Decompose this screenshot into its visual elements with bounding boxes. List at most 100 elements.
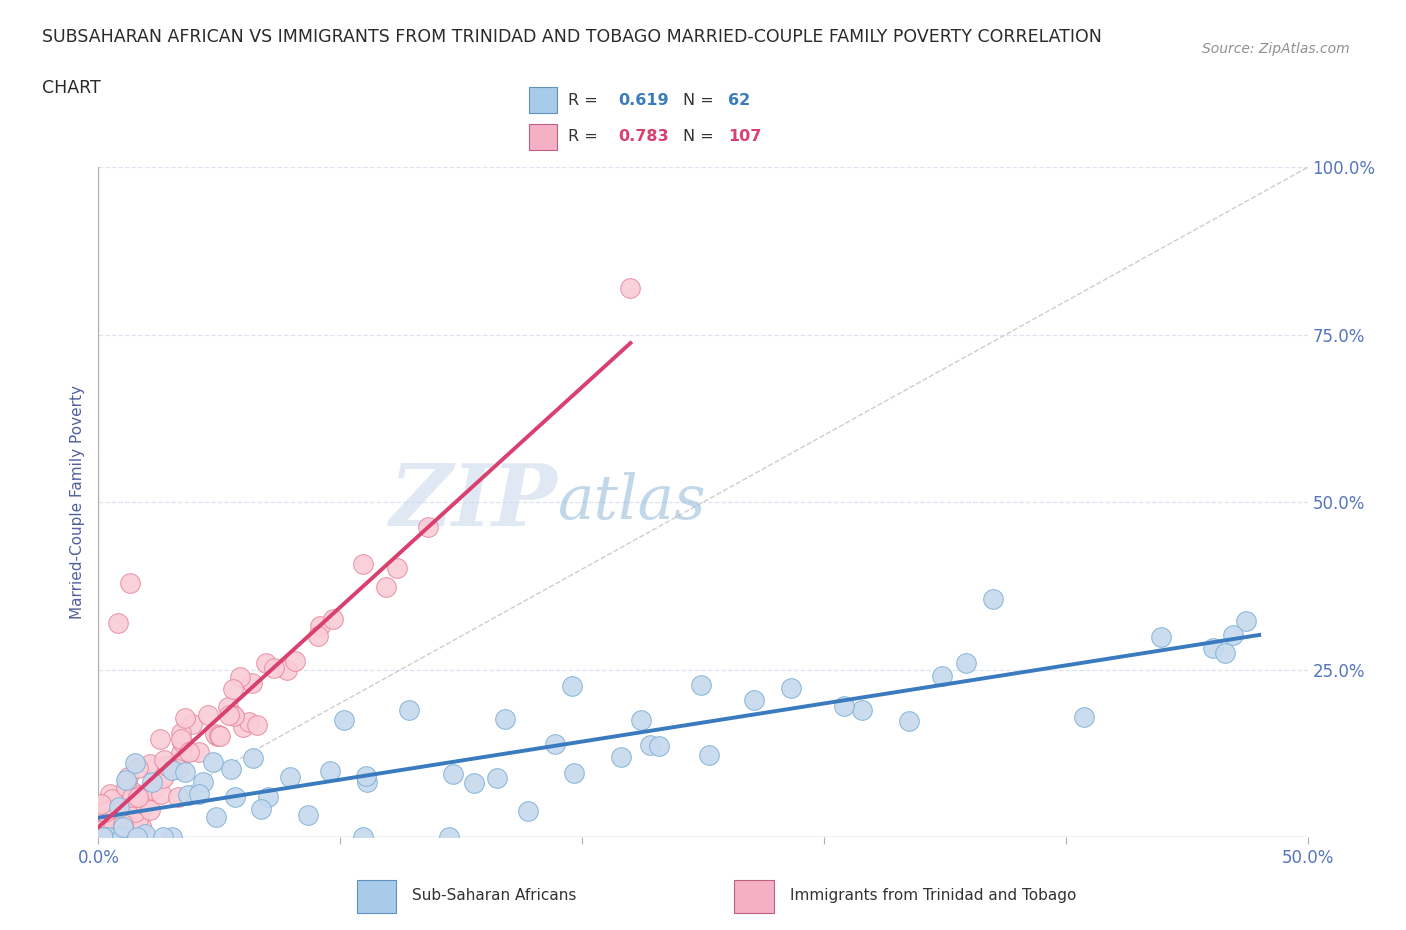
Point bbox=[156, 758, 179, 773]
Point bbox=[690, 677, 713, 692]
Text: Source: ZipAtlas.com: Source: ZipAtlas.com bbox=[1202, 42, 1350, 56]
Point bbox=[97, 800, 120, 815]
Point bbox=[232, 720, 254, 735]
Point bbox=[222, 708, 245, 723]
Point bbox=[204, 809, 226, 824]
Point bbox=[219, 761, 242, 776]
Point bbox=[222, 709, 245, 724]
Point bbox=[111, 830, 134, 844]
Point bbox=[352, 556, 374, 571]
Point bbox=[152, 830, 174, 844]
Point bbox=[142, 783, 165, 798]
Point bbox=[91, 823, 114, 838]
Point bbox=[163, 757, 186, 772]
Point bbox=[114, 779, 136, 794]
Point bbox=[128, 809, 150, 824]
Point bbox=[118, 575, 141, 590]
Point bbox=[104, 814, 127, 829]
Point bbox=[97, 803, 120, 817]
Point bbox=[97, 830, 120, 844]
Point bbox=[90, 820, 112, 835]
Point bbox=[418, 519, 440, 534]
Point bbox=[229, 670, 252, 684]
Text: R =: R = bbox=[568, 93, 598, 108]
Point bbox=[187, 744, 209, 759]
Point bbox=[125, 793, 148, 808]
Point bbox=[437, 830, 460, 844]
Point bbox=[97, 830, 120, 844]
Point bbox=[104, 806, 127, 821]
Point bbox=[93, 820, 115, 835]
Point bbox=[97, 804, 120, 818]
Point bbox=[174, 746, 197, 761]
Point bbox=[744, 693, 766, 708]
Point bbox=[385, 561, 408, 576]
Point bbox=[224, 790, 246, 804]
Point bbox=[149, 787, 172, 802]
Point bbox=[93, 804, 115, 818]
Text: SUBSAHARAN AFRICAN VS IMMIGRANTS FROM TRINIDAD AND TOBAGO MARRIED-COUPLE FAMILY : SUBSAHARAN AFRICAN VS IMMIGRANTS FROM TR… bbox=[42, 28, 1102, 46]
Point bbox=[297, 807, 319, 822]
Point bbox=[221, 682, 243, 697]
FancyBboxPatch shape bbox=[357, 880, 396, 913]
Text: Immigrants from Trinidad and Tobago: Immigrants from Trinidad and Tobago bbox=[790, 887, 1076, 903]
Text: ZIP: ZIP bbox=[389, 460, 558, 544]
Point bbox=[170, 725, 193, 740]
Point bbox=[97, 804, 120, 818]
Point bbox=[121, 784, 143, 799]
FancyBboxPatch shape bbox=[529, 124, 557, 151]
Point bbox=[127, 761, 149, 776]
Point bbox=[832, 698, 855, 713]
Point bbox=[562, 765, 585, 780]
Point bbox=[149, 732, 172, 747]
Point bbox=[124, 790, 146, 804]
Point bbox=[173, 764, 195, 779]
Point bbox=[240, 675, 263, 690]
Y-axis label: Married-Couple Family Poverty: Married-Couple Family Poverty bbox=[70, 385, 86, 619]
Point bbox=[356, 775, 378, 790]
Point bbox=[209, 728, 232, 743]
Text: N =: N = bbox=[683, 129, 714, 144]
Point bbox=[125, 788, 148, 803]
Point bbox=[170, 732, 193, 747]
Point bbox=[90, 814, 112, 829]
Point bbox=[111, 819, 134, 834]
Point bbox=[176, 788, 198, 803]
Point bbox=[318, 764, 340, 778]
Point bbox=[90, 796, 112, 811]
Point bbox=[141, 775, 163, 790]
Text: atlas: atlas bbox=[558, 472, 706, 532]
Point bbox=[127, 790, 149, 804]
Point bbox=[638, 737, 661, 752]
Text: N =: N = bbox=[683, 93, 714, 108]
Point bbox=[114, 801, 136, 816]
Point bbox=[619, 281, 641, 296]
Point bbox=[107, 616, 129, 631]
Point bbox=[955, 656, 977, 671]
Point bbox=[124, 804, 146, 819]
Point bbox=[1202, 641, 1225, 656]
Point bbox=[207, 728, 229, 743]
Point bbox=[125, 830, 148, 844]
Point bbox=[91, 830, 114, 844]
Point bbox=[134, 827, 156, 842]
Point bbox=[208, 727, 231, 742]
Point bbox=[121, 790, 143, 804]
Point bbox=[90, 830, 112, 844]
Point bbox=[352, 830, 374, 844]
Point bbox=[193, 774, 215, 789]
Point bbox=[105, 804, 128, 819]
Point bbox=[218, 708, 240, 723]
Point bbox=[120, 794, 142, 809]
Point bbox=[307, 629, 329, 644]
Point bbox=[94, 803, 117, 817]
Point bbox=[91, 828, 114, 843]
Point bbox=[101, 791, 124, 806]
Point bbox=[98, 786, 121, 801]
Point bbox=[166, 762, 188, 777]
Point bbox=[100, 830, 122, 844]
Point bbox=[463, 775, 485, 790]
Point bbox=[153, 753, 176, 768]
Point bbox=[276, 662, 298, 677]
Point bbox=[780, 681, 803, 696]
